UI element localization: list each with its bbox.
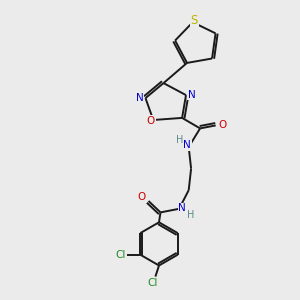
Text: Cl: Cl xyxy=(115,250,125,260)
Text: N: N xyxy=(183,140,191,151)
Text: H: H xyxy=(187,210,194,220)
Text: H: H xyxy=(176,135,183,146)
Text: O: O xyxy=(138,192,146,203)
Text: Cl: Cl xyxy=(148,278,158,289)
Text: O: O xyxy=(147,116,155,126)
Text: N: N xyxy=(178,203,186,213)
Text: N: N xyxy=(136,92,144,103)
Text: N: N xyxy=(188,89,195,100)
Text: O: O xyxy=(218,120,226,130)
Text: S: S xyxy=(190,14,198,27)
